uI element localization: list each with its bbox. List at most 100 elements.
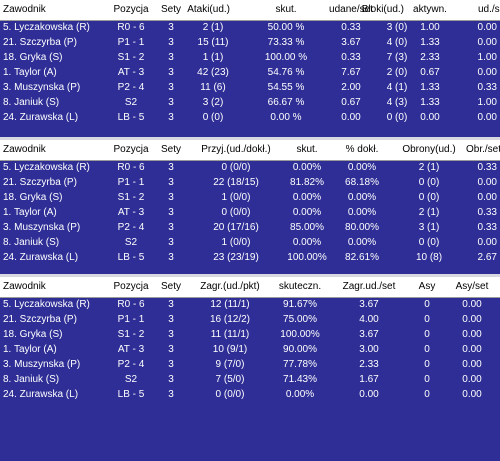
table-row[interactable]: 21. Szczyrba (P) P1 - 1 3 22 (18/15) 81.82% 6… (0, 176, 500, 191)
attack-stats-table: Zawodnik Pozycja Sety Ataki(ud.) skut. u… (0, 0, 500, 126)
col-header-accuracy[interactable]: % dokł. (345, 144, 379, 155)
table-row[interactable]: 8. Janiuk (S) S2 3 7 (5/0) 71.43% 1.67 0 0.00 (0, 373, 500, 388)
col-header-sets[interactable]: Sety (160, 144, 182, 155)
cell-position: R0 - 6 (117, 22, 145, 33)
cell-receptions: 1 (0/0) (221, 237, 251, 248)
cell-player-name: 18. Gryka (S) (3, 329, 63, 340)
cell-sets: 3 (168, 237, 174, 248)
cell-activity: 0.00 (420, 112, 440, 123)
cell-position: R0 - 6 (117, 162, 145, 173)
cell-effectiveness: 90.00% (283, 344, 317, 355)
table-row[interactable]: 24. Zurawska (L) LB - 5 3 0 (0/0) 0.00% 0.00 0… (0, 388, 500, 403)
col-header-receptions[interactable]: Przyj.(ud./dokł.) (201, 144, 271, 155)
table-row[interactable]: 8. Janiuk (S) S2 3 3 (2) 66.67 % 0.67 4 (3) 1.3… (0, 96, 500, 111)
cell-receptions: 0 (0/0) (221, 207, 251, 218)
cell-accuracy: 80.00% (345, 222, 379, 233)
cell-sets: 3 (168, 222, 174, 233)
table-row[interactable]: 18. Gryka (S) S1 - 2 3 11 (11/1) 100.00% 3.67… (0, 328, 500, 343)
col-header-position[interactable]: Pozycja (113, 281, 149, 292)
cell-effectiveness: 0.00% (292, 237, 322, 248)
col-header-serves-per-set[interactable]: Zagr.ud./set (342, 281, 396, 292)
table-row[interactable]: 8. Janiuk (S) S2 3 1 (0/0) 0.00% 0.00% 0 (0) 0.… (0, 236, 500, 251)
cell-blocks-per-set: 1.00 (477, 97, 497, 108)
col-header-position[interactable]: Pozycja (113, 144, 149, 155)
table-row[interactable]: 1. Taylor (A) AT - 3 3 0 (0/0) 0.00% 0.00% 2 (… (0, 206, 500, 221)
cell-position: AT - 3 (117, 207, 145, 218)
table-row[interactable]: 21. Szczyrba (P) P1 - 1 3 15 (11) 73.33 % 3.6… (0, 36, 500, 51)
cell-sets: 3 (168, 37, 174, 48)
cell-defenses: 0 (0) (418, 177, 440, 188)
col-header-successful-per-set[interactable]: udane/set (329, 4, 373, 15)
col-header-position[interactable]: Pozycja (113, 4, 149, 15)
col-header-sets[interactable]: Sety (160, 281, 182, 292)
cell-serves-per-set: 3.00 (359, 344, 379, 355)
col-header-player[interactable]: Zawodnik (3, 281, 46, 292)
table-row[interactable]: 1. Taylor (A) AT - 3 3 10 (9/1) 90.00% 3.00 0 0… (0, 343, 500, 358)
col-header-defenses-per-set[interactable]: Obr./set (466, 144, 500, 155)
cell-defenses-per-set: 2.67 (477, 252, 497, 263)
col-header-attacks[interactable]: Ataki(ud.) (187, 4, 230, 15)
col-header-effectiveness[interactable]: skut. (296, 144, 318, 155)
table-row[interactable]: 5. Lyczakowska (R) R0 - 6 3 2 (1) 50.00 % 0.3… (0, 21, 500, 36)
table-row[interactable]: 21. Szczyrba (P) P1 - 1 3 16 (12/2) 75.00% 4.… (0, 313, 500, 328)
table-row[interactable]: 5. Lyczakowska (R) R0 - 6 3 12 (11/1) 91.67%… (0, 298, 500, 313)
cell-serves-per-set: 3.67 (359, 329, 379, 340)
cell-defenses-per-set: 0.33 (477, 207, 497, 218)
cell-effectiveness: 77.78% (283, 359, 317, 370)
cell-defenses: 0 (0) (418, 192, 440, 203)
cell-player-name: 18. Gryka (S) (3, 192, 63, 203)
col-header-effectiveness[interactable]: skut. (275, 4, 297, 15)
cell-aces: 0 (424, 374, 430, 385)
col-header-defenses[interactable]: Obrony(ud.) (402, 144, 456, 155)
cell-player-name: 8. Janiuk (S) (3, 97, 60, 108)
cell-activity: 1.33 (420, 82, 440, 93)
cell-aces: 0 (424, 359, 430, 370)
col-header-player[interactable]: Zawodnik (3, 144, 46, 155)
col-header-aces[interactable]: Asy (418, 281, 436, 292)
col-header-effectiveness[interactable]: skuteczn. (278, 281, 322, 292)
cell-aces-per-set: 0.00 (462, 389, 482, 400)
col-header-blocks[interactable]: Bloki(ud.) (361, 4, 404, 15)
table-row[interactable]: 5. Lyczakowska (R) R0 - 6 3 0 (0/0) 0.00% 0.0… (0, 161, 500, 176)
cell-effectiveness: 0.00% (292, 192, 322, 203)
table-row[interactable]: 3. Muszynska (P) P2 - 4 3 9 (7/0) 77.78% 2.33… (0, 358, 500, 373)
cell-aces: 0 (424, 314, 430, 325)
cell-sets: 3 (168, 359, 174, 370)
col-header-sets[interactable]: Sety (160, 4, 182, 15)
cell-defenses: 2 (1) (418, 162, 440, 173)
table-row[interactable]: 3. Muszynska (P) P2 - 4 3 11 (6) 54.55 % 2.00… (0, 81, 500, 96)
cell-sets: 3 (168, 162, 174, 173)
table-divider (0, 274, 500, 277)
cell-defenses-per-set: 0.00 (477, 237, 497, 248)
table-row[interactable]: 24. Zurawska (L) LB - 5 3 23 (23/19) 100.00%… (0, 251, 500, 266)
cell-effectiveness: 100.00% (287, 252, 327, 263)
table-row[interactable]: 24. Zurawska (L) LB - 5 3 0 (0) 0.00 % 0.00 0 … (0, 111, 500, 126)
cell-serves-per-set: 4.00 (359, 314, 379, 325)
cell-sets: 3 (168, 314, 174, 325)
col-header-activity[interactable]: aktywn. (413, 4, 447, 15)
cell-effectiveness: 100.00% (280, 329, 320, 340)
col-header-player[interactable]: Zawodnik (3, 4, 46, 15)
cell-sets: 3 (168, 299, 174, 310)
cell-player-name: 24. Zurawska (L) (3, 389, 79, 400)
table-body: 5. Lyczakowska (R) R0 - 6 3 12 (11/1) 91.67%… (0, 298, 500, 403)
cell-position: LB - 5 (117, 112, 145, 123)
cell-sets: 3 (168, 112, 174, 123)
cell-player-name: 1. Taylor (A) (3, 207, 57, 218)
table-row[interactable]: 1. Taylor (A) AT - 3 3 42 (23) 54.76 % 7.67 2 … (0, 66, 500, 81)
table-header: Zawodnik Pozycja Sety Zagr.(ud./pkt) sku… (0, 277, 500, 298)
table-row[interactable]: 3. Muszynska (P) P2 - 4 3 20 (17/16) 85.00% 8… (0, 221, 500, 236)
cell-position: P1 - 1 (117, 314, 145, 325)
cell-position: S1 - 2 (117, 329, 145, 340)
cell-position: P2 - 4 (117, 222, 145, 233)
cell-effectiveness: 81.82% (290, 177, 324, 188)
cell-player-name: 1. Taylor (A) (3, 344, 57, 355)
col-header-aces-per-set[interactable]: Asy/set (455, 281, 489, 292)
cell-serves-per-set: 3.67 (359, 299, 379, 310)
table-row[interactable]: 18. Gryka (S) S1 - 2 3 1 (0/0) 0.00% 0.00% 0 (… (0, 191, 500, 206)
col-header-blocks-per-set[interactable]: ud./set (478, 4, 500, 15)
col-header-serves[interactable]: Zagr.(ud./pkt) (200, 281, 260, 292)
cell-serves: 9 (7/0) (215, 359, 245, 370)
table-row[interactable]: 18. Gryka (S) S1 - 2 3 1 (1) 100.00 % 0.33 7 (… (0, 51, 500, 66)
cell-aces-per-set: 0.00 (462, 299, 482, 310)
